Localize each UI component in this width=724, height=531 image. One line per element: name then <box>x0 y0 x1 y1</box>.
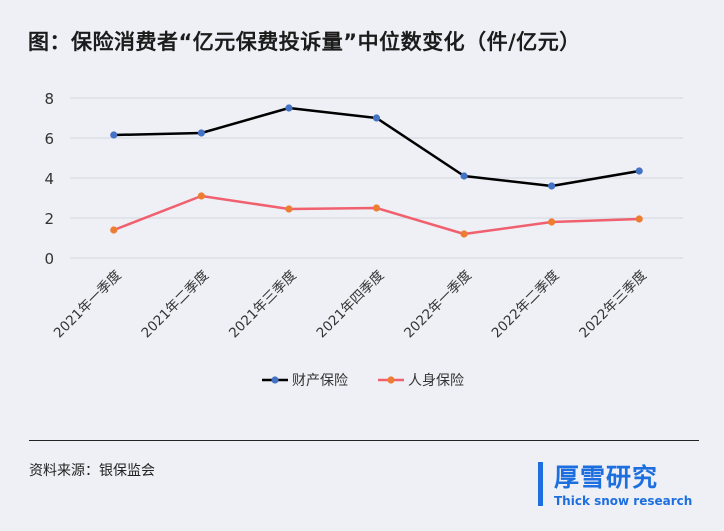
y-tick-label: 4 <box>44 170 54 188</box>
data-point <box>110 131 118 139</box>
data-point <box>285 205 293 213</box>
source-note: 资料来源：银保监会 <box>29 463 155 479</box>
x-tick-label: 2021年三季度 <box>226 268 300 342</box>
legend-swatch-marker <box>387 376 395 384</box>
data-point <box>460 230 468 238</box>
x-tick-label: 2022年二季度 <box>489 268 563 342</box>
x-tick-label: 2021年二季度 <box>138 268 212 342</box>
logo-bar <box>538 462 543 506</box>
data-point <box>372 204 381 212</box>
x-tick-label: 2021年一季度 <box>51 268 125 342</box>
data-point <box>548 182 556 190</box>
x-tick-label: 2022年三季度 <box>576 268 650 342</box>
y-tick-label: 2 <box>44 210 54 228</box>
data-point <box>372 114 381 122</box>
x-tick-label: 2021年四季度 <box>314 268 388 342</box>
data-point <box>460 172 468 180</box>
data-point <box>548 218 556 226</box>
series-line-2 <box>113 194 640 236</box>
legend-swatch-marker <box>271 376 279 384</box>
brand-logo: 厚雪研究 Thick snow research <box>538 458 698 514</box>
legend-label: 财产保险 <box>292 373 348 389</box>
logo-text-cn: 厚雪研究 <box>554 463 659 492</box>
chart-title: 图：保险消费者“亿元保费投诉量”中位数变化（件/亿元） <box>28 30 581 54</box>
x-tick-label: 2022年一季度 <box>401 268 475 342</box>
data-point <box>197 192 205 200</box>
y-tick-label: 0 <box>44 250 54 268</box>
divider <box>29 440 699 441</box>
data-point <box>635 215 643 223</box>
logo-text-en: Thick snow research <box>554 494 693 508</box>
data-point <box>635 167 643 175</box>
data-point <box>285 104 293 112</box>
y-tick-label: 6 <box>44 130 54 148</box>
data-point <box>197 129 205 137</box>
data-point <box>110 226 118 234</box>
y-tick-label: 8 <box>44 90 54 108</box>
legend-label: 人身保险 <box>408 373 464 389</box>
